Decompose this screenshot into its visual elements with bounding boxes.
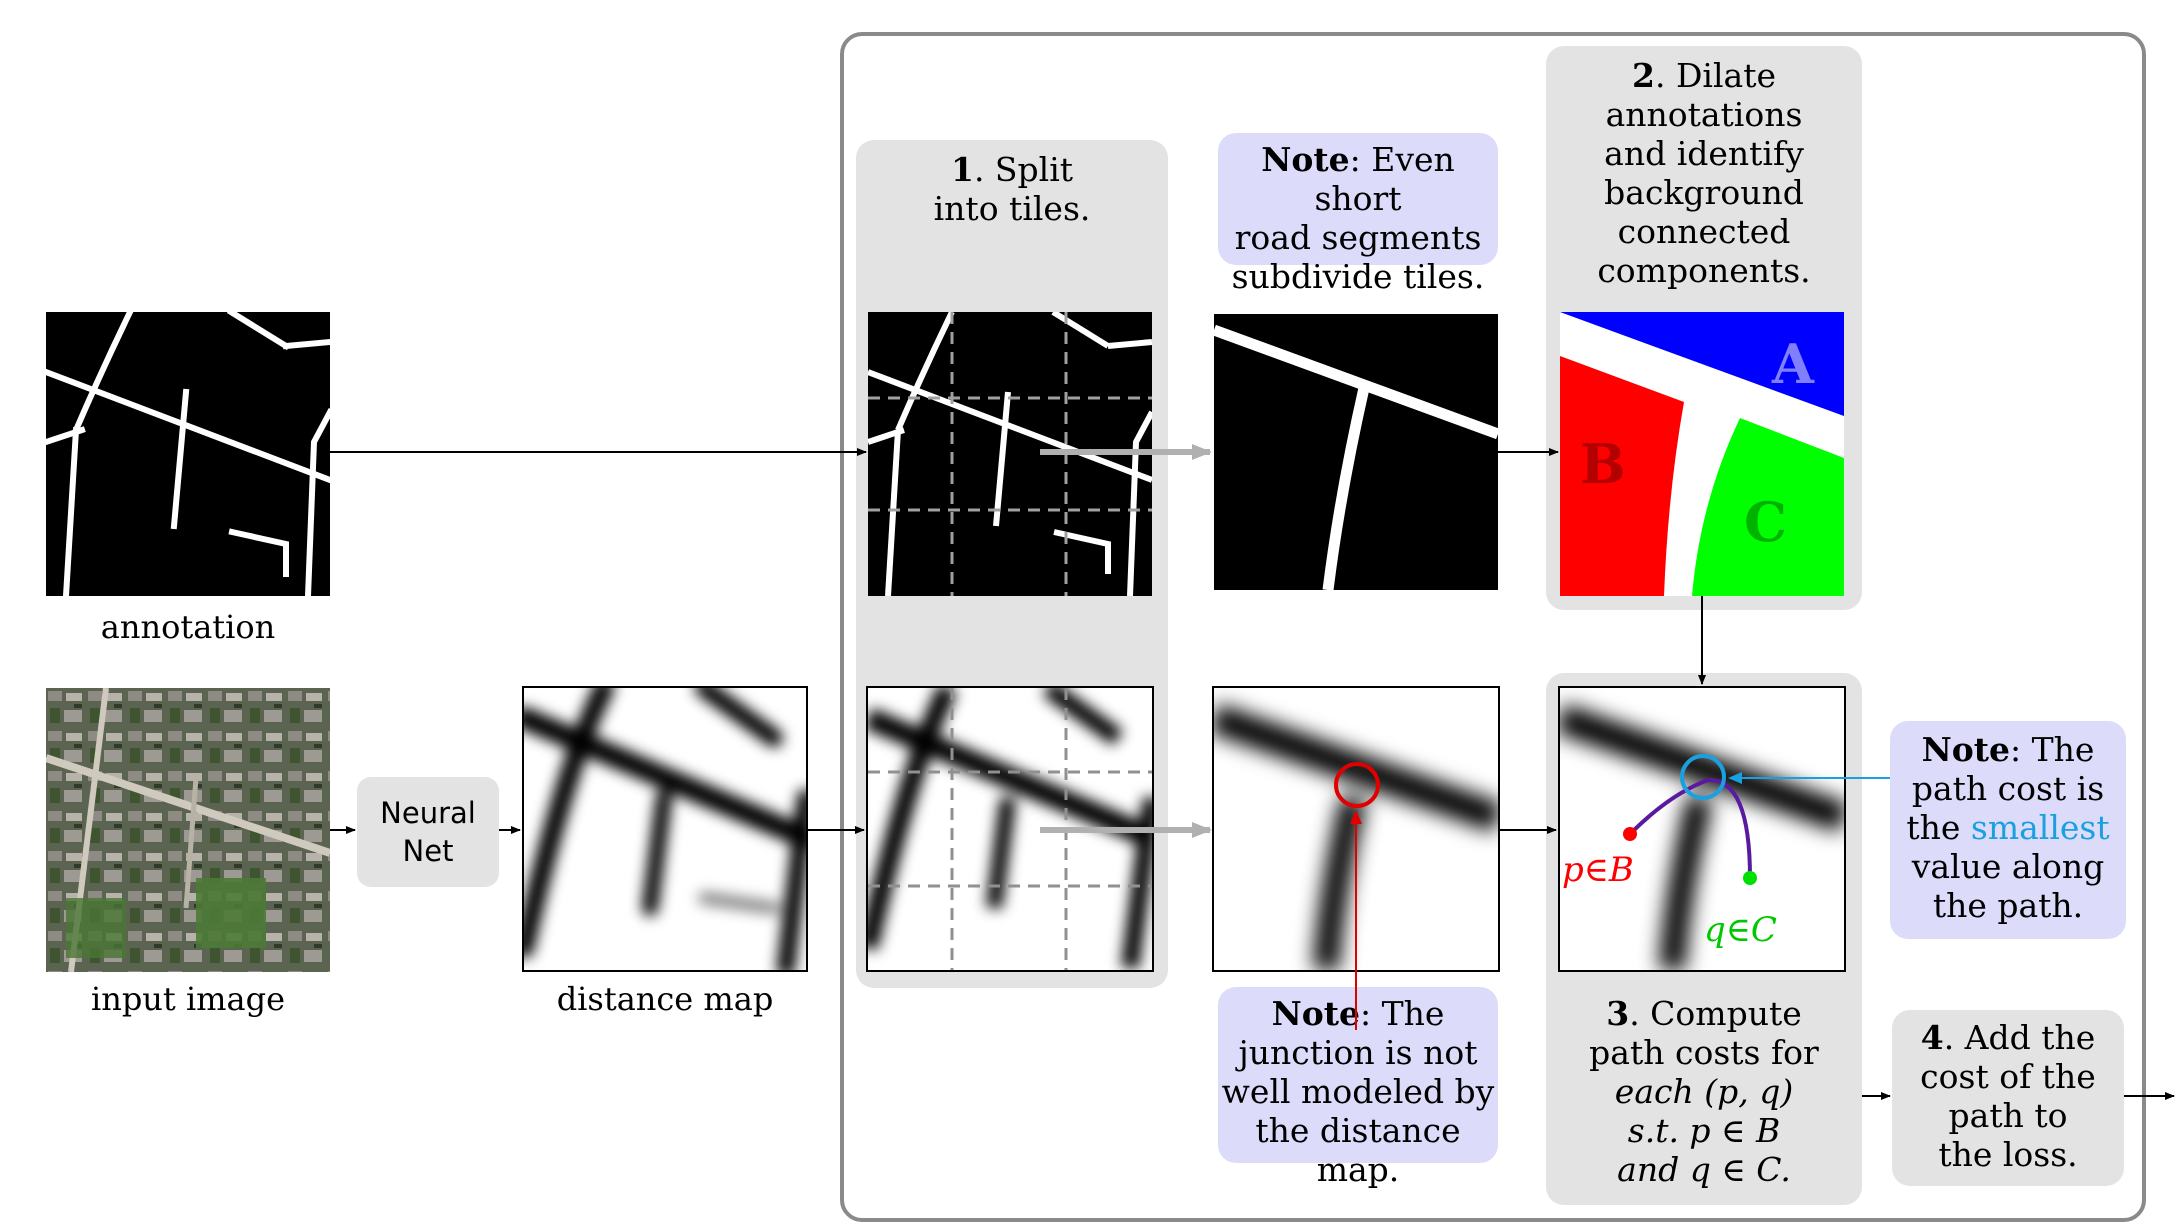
component-label-a: A <box>1772 332 1814 396</box>
note-short-segments-text: Note: Even short road segments subdivide… <box>1231 140 1485 296</box>
step4-title: 4. Add the cost of the path to the loss. <box>1920 1018 2096 1174</box>
caption-distance-map: distance map <box>556 980 774 1018</box>
distance-map <box>522 686 808 972</box>
caption-annotation: annotation <box>100 608 276 646</box>
path-min-circle <box>1680 754 1726 800</box>
q-in-c-label: q∈C <box>1704 910 1777 950</box>
p-in-b-label: p∈B <box>1562 850 1634 890</box>
note-path-cost-text: Note: The path cost is the smallest valu… <box>1906 730 2110 925</box>
note-junction <box>1218 987 1498 1163</box>
zoomed-annotation-tile <box>1214 314 1498 590</box>
step1-title: 1. Split into tiles. <box>933 150 1091 228</box>
step4-panel <box>1892 1010 2124 1186</box>
step2-title: 2. Dilate annotations and identify backg… <box>1597 56 1811 290</box>
note-short-segments <box>1218 133 1498 265</box>
annotation-mask <box>46 312 330 596</box>
component-label-b: B <box>1580 432 1626 496</box>
connected-components-tile <box>1560 312 1844 596</box>
caption-input-image: input image <box>90 980 286 1018</box>
input-aerial-image <box>46 688 330 972</box>
pipeline-frame <box>840 32 2146 1222</box>
neural-net-block: Neural Net <box>357 777 499 887</box>
note-path-cost <box>1890 721 2126 939</box>
note-junction-text: Note: The junction is not well modeled b… <box>1221 994 1495 1189</box>
step3-title: 3. Compute path costs for each (p, q) s.… <box>1589 994 1819 1189</box>
junction-circle <box>1334 762 1380 808</box>
component-label-c: C <box>1744 490 1787 554</box>
